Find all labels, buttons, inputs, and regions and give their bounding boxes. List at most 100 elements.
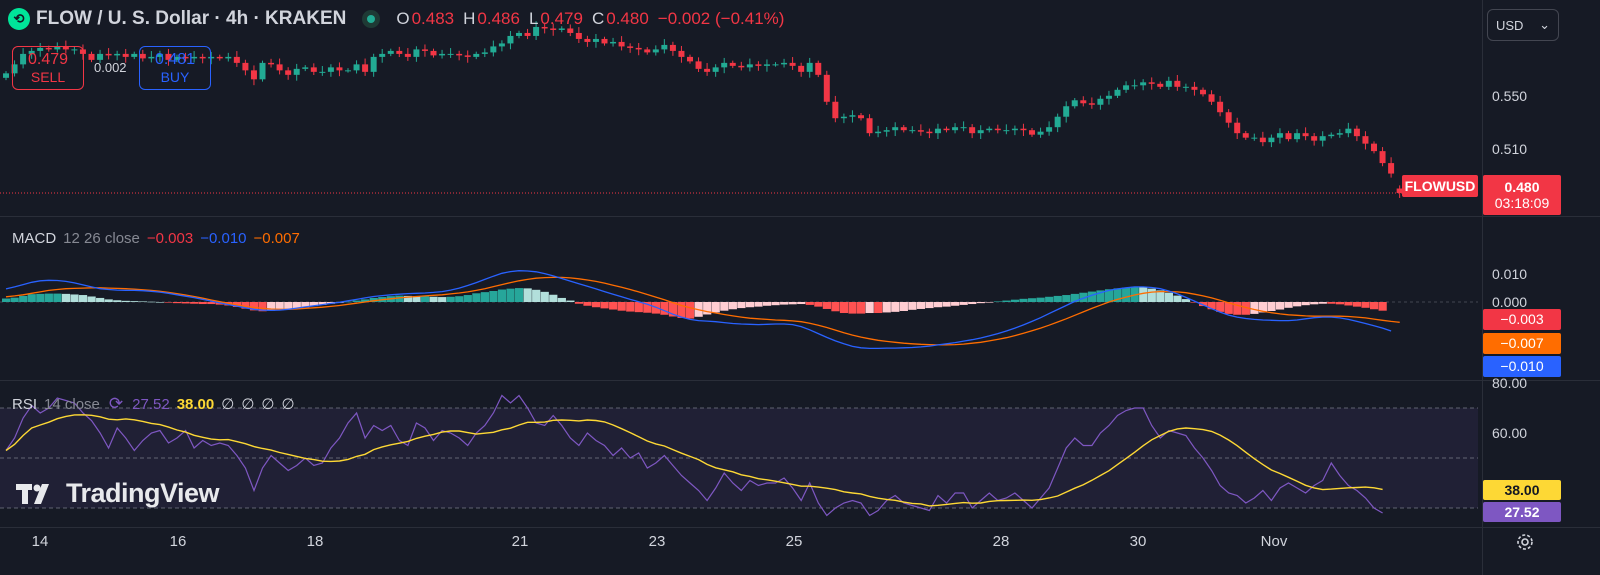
macd-histogram-bar [1250,302,1259,314]
rsi-scale-label: 60.00 [1492,425,1528,441]
candle-body [541,26,548,29]
candle-body [1148,82,1155,84]
settings-gear-icon[interactable] [1514,531,1536,553]
macd-histogram-bar [968,302,977,305]
macd-histogram-bar [1139,287,1148,302]
candle-body [285,70,292,75]
macd-histogram-bar [1284,302,1293,308]
macd-histogram-bar [1344,302,1353,306]
candle-body [969,127,976,134]
macd-histogram-bar [1113,288,1122,302]
macd-histogram-bar [361,299,370,302]
candle-body [567,28,574,33]
candle-body [456,53,463,56]
time-axis-label: 14 [31,533,49,550]
market-status-icon[interactable] [362,10,381,28]
candle-body [1371,143,1377,152]
macd-histogram-bar [848,302,857,314]
macd-histogram-bar [771,302,780,306]
macd-histogram-bar [344,301,353,303]
candle-body [1276,133,1283,138]
ohlc-values: O 0.483 H 0.486 L 0.479 C 0.480 −0.002 (−0.4… [396,9,791,29]
candle-body [413,49,420,57]
candle-body [319,71,326,73]
macd-histogram-bar [822,302,831,309]
currency-select[interactable]: USD ⌄ [1487,9,1559,41]
macd-histogram-bar [839,302,849,314]
macd-histogram-bar [1053,295,1062,302]
buy-button[interactable]: 0.481 BUY [139,46,211,90]
candle-body [507,35,514,44]
macd-histogram-bar [267,302,276,311]
rsi-legend[interactable]: RSI 14 close ⟳ 27.52 38.00 ∅ ∅ ∅ ∅ [12,394,295,414]
time-axis-label: 28 [992,533,1010,550]
candle-body [1029,130,1035,135]
macd-histogram-bar [395,295,404,302]
candle-body [216,56,223,59]
bar-countdown: 03:18:09 [1494,195,1550,211]
tradingview-logo-icon [16,483,49,504]
macd-histogram-bar [882,302,891,313]
symbol-title[interactable]: FLOW / U. S. Dollar · 4h · KRAKEN [36,8,347,29]
candle-body [575,32,582,39]
macd-histogram-bar [797,302,806,305]
macd-histogram-bar [831,302,840,312]
candle-body [909,130,916,132]
macd-histogram-bar [96,297,105,302]
candle-body [387,50,394,54]
macd-histogram-bar [70,294,79,302]
macd-histogram-bar [463,295,472,302]
candle-body [584,38,591,42]
rsi-empty-value: ∅ [281,396,295,413]
rsi-ma-value: 38.00 [176,395,215,413]
macd-legend[interactable]: MACD 12 26 close −0.003 −0.010 −0.007 [12,230,300,247]
macd-histogram-bar [540,291,549,302]
candle-body [1020,128,1027,131]
candle-body [533,26,540,36]
candle-body [1379,151,1386,164]
rsi-empty-value: ∅ [261,396,275,413]
macd-signal-value: −0.007 [253,230,300,247]
macd-histogram-bar [728,302,737,310]
candle-body [1259,137,1266,143]
candle-body [840,116,847,119]
macd-histogram-bar [1062,295,1071,302]
macd-histogram-bar [634,302,643,313]
candle-body [1174,80,1181,87]
macd-histogram-bar [1224,302,1233,314]
candle-body [45,47,52,50]
macd-histogram-bar [181,302,190,304]
rsi-tag: 27.52 [1483,502,1561,522]
candle-body [815,62,822,75]
macd-histogram-bar [1327,302,1336,304]
loading-spinner-icon: ⟳ [108,394,124,413]
macd-signal-tag: −0.007 [1483,333,1561,354]
candle-body [789,62,796,66]
macd-histogram-bar [745,302,755,308]
macd-histogram-bar [369,297,378,302]
candle-body [592,38,599,42]
macd-histogram-bar [532,289,541,302]
macd-histogram-bar [1087,291,1097,302]
high-value: 0.486 [477,9,520,28]
macd-histogram-bar [1104,289,1114,302]
candle-body [1191,86,1198,90]
macd-histogram-bar [19,295,28,302]
candle-body [1311,136,1318,141]
tradingview-logo[interactable]: TradingView [16,478,220,509]
macd-histogram-bar [1301,302,1310,306]
candle-body [669,44,676,51]
macd-histogram-bar [1318,302,1327,304]
rsi-params: 14 close [44,395,100,413]
macd-histogram-bar [711,302,720,313]
candle-body [1097,98,1104,105]
macd-histogram-bar [515,288,524,302]
candle-body [1251,137,1258,139]
sell-button[interactable]: 0.479 SELL [12,46,84,90]
candle-body [114,53,121,56]
macd-histogram-bar [1070,293,1079,302]
candle-body [336,67,343,71]
macd-histogram-bar [865,302,874,314]
flow-logo-icon: ⟲ [8,8,30,30]
